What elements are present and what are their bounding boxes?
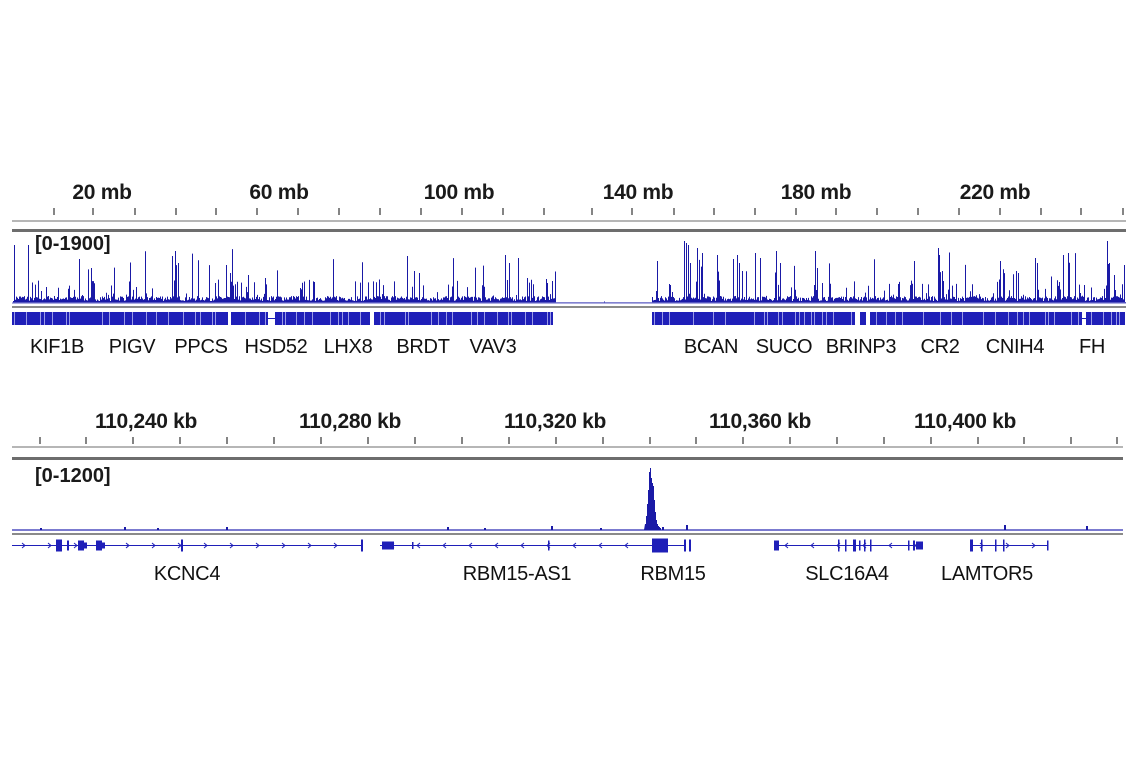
gene-label: RBM15-AS1 xyxy=(462,563,572,585)
gene-label: BCAN xyxy=(683,336,739,358)
gene-label: FH xyxy=(1078,336,1106,358)
gene-label: BRINP3 xyxy=(825,336,897,358)
gene-label: HSD52 xyxy=(244,336,308,358)
ruler-tick-label: 180 mb xyxy=(780,181,852,204)
gene-label: VAV3 xyxy=(469,336,517,358)
ruler-tick-label: 60 mb xyxy=(249,181,309,204)
genome-wide-track-graphics xyxy=(12,208,1126,325)
ruler-tick-label: 110,240 kb xyxy=(94,410,198,433)
gene-label: KCNC4 xyxy=(153,563,221,585)
ruler-tick-label: 100 mb xyxy=(423,181,495,204)
gene-label: KIF1B xyxy=(29,336,85,358)
gene-label: PPCS xyxy=(174,336,228,358)
ruler-tick-label: 220 mb xyxy=(959,181,1031,204)
genome-wide-panel: 20 mb 60 mb 100 mb 140 mb 180 mb 220 mb [0-19… xyxy=(0,0,1141,380)
gene-label: RBM15 xyxy=(640,563,706,585)
gene-label: SLC16A4 xyxy=(805,563,889,585)
gene-label: CR2 xyxy=(920,336,960,358)
data-range-label: [0-1900] xyxy=(35,233,111,255)
gene-label: LAMTOR5 xyxy=(940,563,1034,585)
ruler-tick-label: 20 mb xyxy=(72,181,132,204)
gene-label: BRDT xyxy=(396,336,450,358)
ruler-tick-label: 110,360 kb xyxy=(708,410,812,433)
ruler-tick-label: 110,320 kb xyxy=(503,410,607,433)
gene-label: SUCO xyxy=(755,336,813,358)
gene-label: LHX8 xyxy=(323,336,373,358)
gene-label: CNIH4 xyxy=(985,336,1045,358)
ruler-tick-label: 140 mb xyxy=(602,181,674,204)
ruler-tick-label: 110,400 kb xyxy=(913,410,1017,433)
gene-label: PIGV xyxy=(108,336,156,358)
data-range-label: [0-1200] xyxy=(35,465,111,487)
ruler-tick-label: 110,280 kb xyxy=(298,410,402,433)
